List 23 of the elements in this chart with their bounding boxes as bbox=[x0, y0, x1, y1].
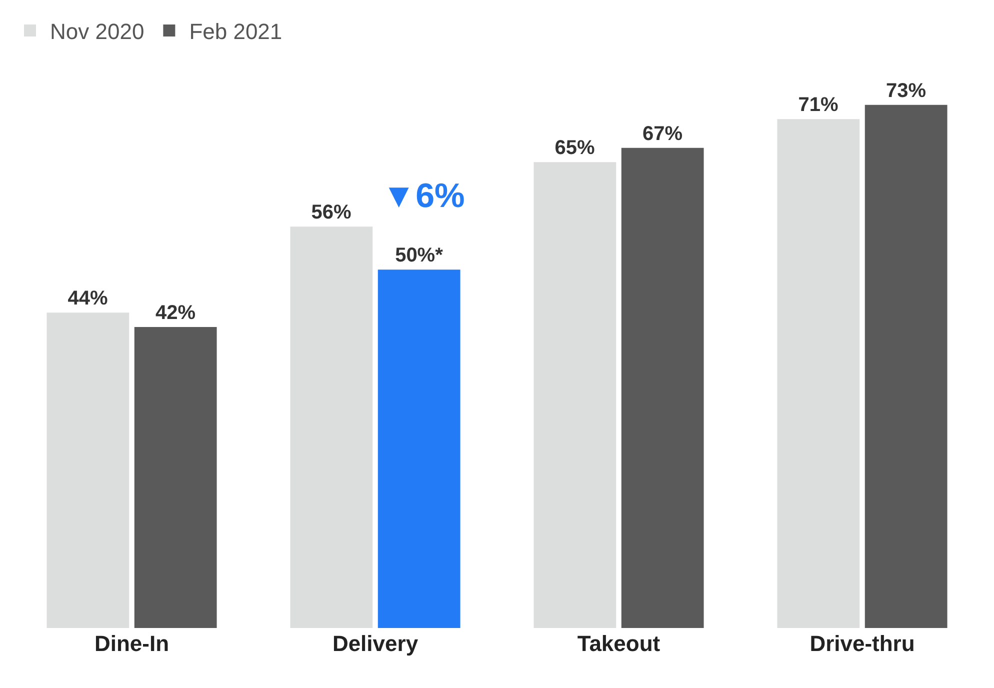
bar bbox=[777, 119, 860, 628]
annotation: ▼6% bbox=[382, 177, 465, 215]
bar bbox=[534, 162, 616, 628]
bar bbox=[46, 312, 130, 628]
bar bbox=[621, 148, 704, 628]
data-label: 65% bbox=[554, 137, 596, 160]
bar bbox=[290, 226, 373, 628]
data-label: 44% bbox=[68, 288, 108, 310]
x-tick-label: Delivery bbox=[332, 631, 419, 656]
x-tick-label: Drive-thru bbox=[810, 631, 915, 656]
bar bbox=[378, 270, 460, 628]
bar bbox=[134, 327, 217, 628]
data-label: 50%* bbox=[395, 244, 444, 267]
x-tick-label: Takeout bbox=[577, 631, 661, 656]
data-label: 56% bbox=[311, 202, 352, 224]
data-label: 73% bbox=[886, 80, 926, 102]
legend-label: Feb 2021 bbox=[189, 19, 282, 44]
data-label: 42% bbox=[155, 302, 196, 324]
data-label: 71% bbox=[798, 94, 839, 116]
data-label: 67% bbox=[642, 122, 683, 145]
legend-label: Nov 2020 bbox=[50, 19, 144, 44]
bar bbox=[864, 104, 948, 628]
x-tick-label: Dine-In bbox=[94, 631, 170, 656]
